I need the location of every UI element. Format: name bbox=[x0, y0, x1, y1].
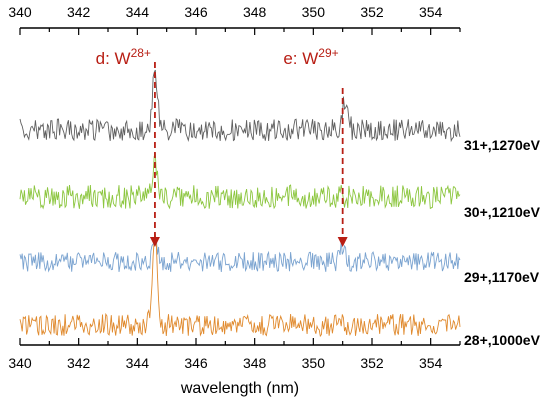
top-tick-label: 344 bbox=[126, 4, 150, 20]
annotation-label: d: W28+ bbox=[96, 46, 151, 68]
top-axis: 340 342 344 346 348 350 352 354 bbox=[8, 4, 461, 35]
bottom-tick-label: 354 bbox=[419, 355, 443, 371]
series-line bbox=[19, 69, 461, 143]
series-line bbox=[19, 237, 461, 273]
top-tick-label: 342 bbox=[67, 4, 91, 20]
series-line bbox=[19, 233, 461, 338]
annotation-arrowhead bbox=[337, 237, 348, 247]
bottom-tick-label: 344 bbox=[126, 355, 150, 371]
series-label: 28+,1000eV bbox=[464, 332, 541, 348]
series-line bbox=[19, 152, 461, 210]
x-axis-title: wavelength (nm) bbox=[180, 380, 299, 397]
series-label: 29+,1170eV bbox=[464, 269, 540, 285]
bottom-tick-label: 346 bbox=[184, 355, 208, 371]
top-tick-label: 354 bbox=[419, 4, 443, 20]
bottom-tick-label: 352 bbox=[360, 355, 384, 371]
annotation-label: e: W29+ bbox=[283, 46, 338, 68]
top-tick-label: 346 bbox=[184, 4, 208, 20]
bottom-tick-label: 342 bbox=[67, 355, 91, 371]
bottom-tick-label: 348 bbox=[243, 355, 267, 371]
bottom-tick-label: 350 bbox=[302, 355, 326, 371]
annotation-layer: d: W28+ e: W29+ bbox=[96, 46, 348, 247]
top-tick-label: 352 bbox=[360, 4, 384, 20]
top-tick-label: 340 bbox=[8, 4, 32, 20]
series-label: 30+,1210eV bbox=[464, 204, 541, 220]
annotation-arrowhead bbox=[149, 237, 160, 247]
bottom-tick-label: 340 bbox=[8, 355, 32, 371]
series-label: 31+,1270eV bbox=[464, 137, 541, 153]
bottom-axis: 340 342 344 346 348 350 352 354 bbox=[8, 338, 461, 371]
top-tick-label: 350 bbox=[302, 4, 326, 20]
top-tick-label: 348 bbox=[243, 4, 267, 20]
series-layer: 31+,1270eV 30+,1210eV 29+,1170eV 28+,1000eV bbox=[19, 69, 541, 348]
